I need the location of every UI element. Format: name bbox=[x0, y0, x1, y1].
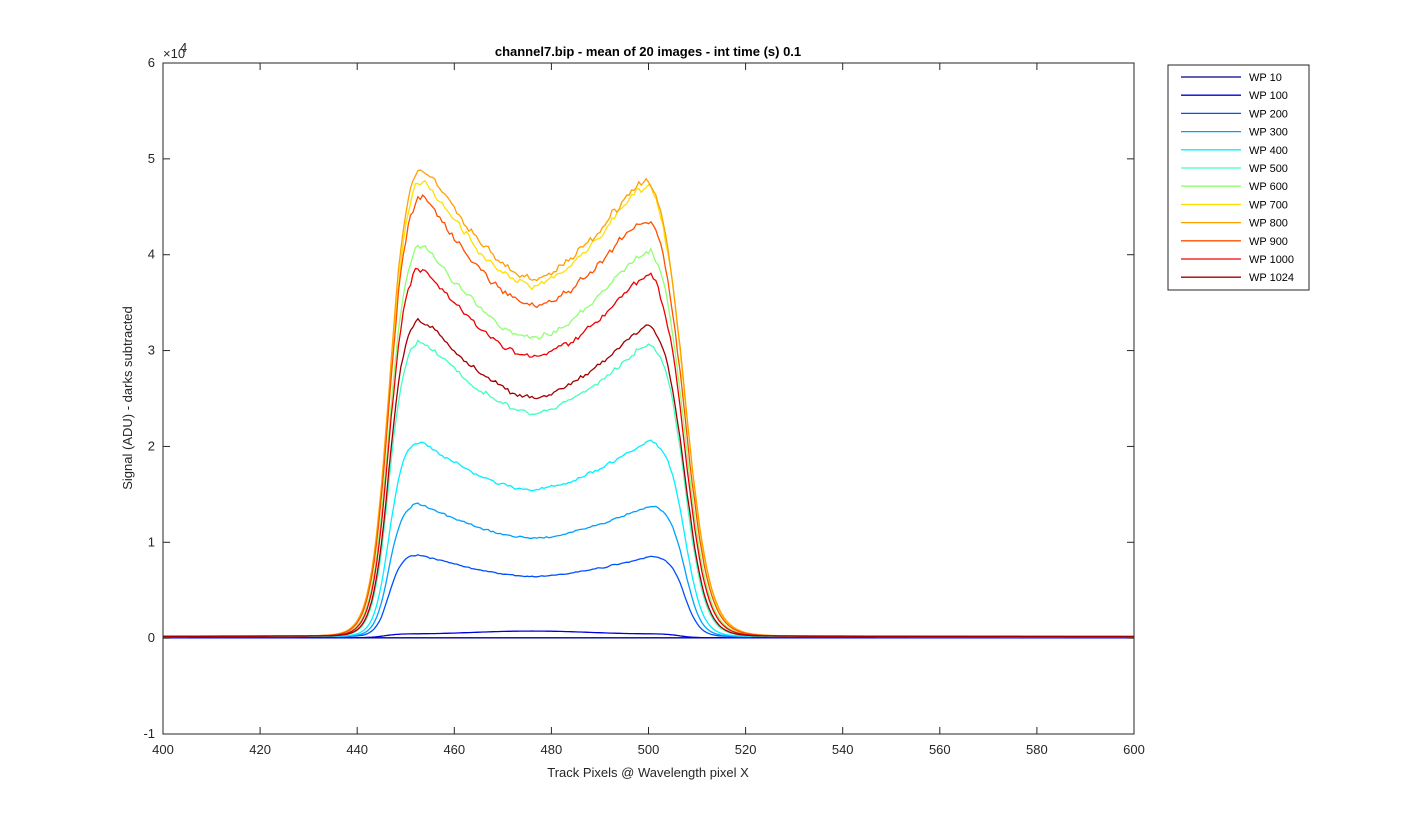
legend-label: WP 100 bbox=[1249, 90, 1288, 102]
x-tick-label: 500 bbox=[638, 742, 660, 757]
y-axis-label: Signal (ADU) - darks subtracted bbox=[120, 306, 135, 490]
x-tick-label: 480 bbox=[541, 742, 563, 757]
legend-label: WP 400 bbox=[1249, 145, 1288, 157]
x-tick-label: 580 bbox=[1026, 742, 1048, 757]
legend-label: WP 800 bbox=[1249, 218, 1288, 230]
x-axis-label: Track Pixels @ Wavelength pixel X bbox=[547, 765, 749, 780]
legend: WP 10 WP 100 WP 200 WP 300 WP 400 WP 500 WP 60… bbox=[1167, 64, 1310, 291]
y-tick-label: 4 bbox=[148, 247, 155, 262]
x-tick-label: 520 bbox=[735, 742, 757, 757]
svg-text:4: 4 bbox=[180, 40, 187, 55]
y-tick-label: 3 bbox=[148, 343, 155, 358]
y-tick-label: -1 bbox=[143, 726, 155, 741]
tick-layer: 400 420 440 460 480 500 520 540 560 580 600 -1 0 1 2 3 4… bbox=[143, 55, 1144, 757]
legend-label: WP 600 bbox=[1249, 181, 1288, 193]
legend-label: WP 200 bbox=[1249, 108, 1288, 120]
y-tick-label: 2 bbox=[148, 438, 155, 453]
y-tick-label: 0 bbox=[148, 630, 155, 645]
x-tick-label: 540 bbox=[832, 742, 854, 757]
legend-label: WP 1000 bbox=[1249, 254, 1294, 266]
x-tick-label: 400 bbox=[152, 742, 174, 757]
plot-area bbox=[163, 63, 1134, 734]
legend-label: WP 500 bbox=[1249, 163, 1288, 175]
x-tick-label: 460 bbox=[443, 742, 465, 757]
x-tick-label: 440 bbox=[346, 742, 368, 757]
series-layer bbox=[163, 169, 1134, 639]
legend-label: WP 1024 bbox=[1249, 272, 1294, 284]
x-tick-label: 600 bbox=[1123, 742, 1145, 757]
y-exponent-label: ×10 4 bbox=[163, 40, 187, 61]
legend-label: WP 10 bbox=[1249, 72, 1282, 84]
legend-label: WP 300 bbox=[1249, 127, 1288, 139]
y-tick-label: 1 bbox=[148, 534, 155, 549]
svg-text:×10: ×10 bbox=[163, 46, 185, 61]
legend-box bbox=[1167, 64, 1310, 291]
y-tick-label: 5 bbox=[148, 151, 155, 166]
series-line-wp-1024 bbox=[163, 317, 1134, 638]
legend-label: WP 700 bbox=[1249, 199, 1288, 211]
legend-label: WP 900 bbox=[1249, 236, 1288, 248]
x-tick-label: 560 bbox=[929, 742, 951, 757]
chart-title: channel7.bip - mean of 20 images - int t… bbox=[495, 44, 801, 59]
y-tick-label: 6 bbox=[148, 55, 155, 70]
series-line-wp-100 bbox=[163, 630, 1134, 639]
x-tick-label: 420 bbox=[249, 742, 271, 757]
